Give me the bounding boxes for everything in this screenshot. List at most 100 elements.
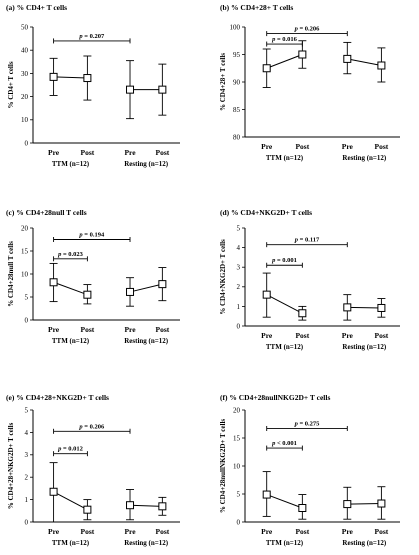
mean-marker [262, 290, 271, 299]
group-label: TTM (n=12) [52, 539, 90, 547]
y-tick-label: 90 [233, 78, 241, 86]
y-tick-label: 10 [233, 462, 241, 470]
series-line [266, 294, 303, 314]
x-tick-label: Post [375, 331, 389, 340]
y-tick-label: 4 [237, 244, 241, 252]
mean-marker [158, 280, 167, 289]
mean-marker [343, 54, 352, 63]
y-tick-label: 100 [230, 23, 241, 31]
x-tick-label: Pre [124, 527, 136, 536]
y-tick-label: 3 [237, 264, 241, 272]
mean-marker [49, 72, 58, 81]
chart-panel-c: (c) % CD4+28null T cells 0 5 10 15 20 % CD4+28… [6, 208, 180, 345]
x-tick-label: Post [295, 527, 309, 536]
mean-marker [377, 499, 386, 508]
y-axis-label: % CD4+28+NKG2D+ T cells [7, 422, 15, 509]
group-label: Resting (n=12) [342, 343, 387, 351]
mean-marker [83, 74, 92, 83]
y-tick-label: 0 [25, 316, 29, 324]
x-tick-label: Post [81, 527, 95, 536]
y-tick-label: 50 [21, 23, 29, 31]
mean-marker [298, 309, 307, 318]
x-tick-label: Pre [342, 527, 354, 536]
mean-marker [377, 61, 386, 70]
mean-marker [126, 287, 135, 296]
p-value-label: p = 0.206 [78, 423, 105, 430]
group-label: TTM (n=12) [52, 337, 90, 345]
y-tick-label: 10 [21, 116, 29, 124]
group-label: Resting (n=12) [124, 539, 169, 547]
y-tick-label: 20 [21, 224, 29, 232]
y-tick-label: 0 [25, 518, 29, 526]
p-value-label: p = 0.206 [294, 26, 321, 33]
group-label: Resting (n=12) [124, 160, 169, 168]
panel-title: (f) % CD4+28nullNKG2D+ T cells [220, 393, 330, 402]
series-line [347, 58, 382, 66]
y-axis-label: % CD4+NKG2D+ T cells [219, 239, 227, 315]
mean-marker [49, 487, 58, 496]
mean-marker [83, 505, 92, 514]
x-tick-label: Post [81, 148, 95, 157]
x-tick-label: Pre [124, 325, 136, 334]
x-tick-label: Pre [48, 148, 60, 157]
mean-marker [49, 278, 58, 287]
y-tick-label: 2 [237, 283, 241, 291]
mean-marker [262, 490, 271, 499]
mean-marker [158, 85, 167, 94]
x-tick-label: Pre [261, 331, 273, 340]
series-line [347, 503, 382, 505]
panel-title: (c) % CD4+28null T cells [6, 208, 87, 217]
y-axis-label: % CD4+28+ T cells [219, 53, 227, 111]
y-tick-label: 4 [25, 429, 29, 437]
chart-panel-a: (a) % CD4+ T cells 0 10 20 30 40 50 % CD4+ T ce… [6, 3, 180, 168]
group-label: Resting (n=12) [342, 154, 387, 162]
series-line [266, 54, 303, 69]
series-line [130, 504, 163, 507]
p-value-label: p < 0.001 [271, 440, 297, 447]
y-tick-label: 3 [25, 451, 29, 459]
x-tick-label: Post [81, 325, 95, 334]
y-axis-label: % CD4+ T cells [7, 61, 15, 108]
x-tick-label: Pre [48, 527, 60, 536]
y-tick-label: 5 [237, 224, 241, 232]
x-tick-label: Post [375, 142, 389, 151]
x-tick-label: Pre [342, 142, 354, 151]
mean-marker [262, 64, 271, 73]
mean-marker [158, 502, 167, 511]
y-tick-label: 15 [21, 247, 29, 255]
mean-marker [343, 500, 352, 509]
y-tick-label: 30 [21, 70, 29, 78]
chart-panel-f: (f) % CD4+28nullNKG2D+ T cells 0 5 10 15 20 % … [219, 393, 400, 547]
panel-title: (a) % CD4+ T cells [6, 3, 67, 12]
panel-title: (b) % CD4+28+ T cells [220, 3, 293, 12]
x-tick-label: Post [155, 148, 169, 157]
mean-marker [126, 85, 135, 94]
chart-panel-b: (b) % CD4+28+ T cells 80 85 90 95 100 % CD4+28… [219, 3, 400, 162]
x-tick-label: Post [295, 142, 309, 151]
group-label: Resting (n=12) [124, 337, 169, 345]
mean-marker [343, 303, 352, 312]
y-tick-label: 0 [25, 139, 29, 147]
y-tick-label: 10 [21, 270, 29, 278]
series-line [53, 281, 88, 296]
series-line [53, 491, 88, 511]
x-tick-label: Post [375, 527, 389, 536]
group-label: TTM (n=12) [266, 343, 304, 351]
series-line [53, 76, 88, 79]
x-tick-label: Pre [261, 527, 273, 536]
p-value-label: p = 0.001 [271, 257, 297, 264]
x-tick-label: Post [155, 527, 169, 536]
panel-title: (e) % CD4+28+NKG2D+ T cells [6, 393, 109, 402]
group-label: TTM (n=12) [52, 160, 90, 168]
x-tick-label: Pre [261, 142, 273, 151]
p-value-label: p = 0.194 [78, 232, 105, 239]
y-tick-label: 5 [25, 293, 29, 301]
p-value-label: p = 0.016 [271, 36, 298, 43]
y-tick-label: 1 [25, 496, 29, 504]
p-value-label: p = 0.207 [78, 33, 105, 40]
y-axis-label: % CD4+28nullNKG2D+ T cells [219, 419, 227, 514]
y-tick-label: 5 [25, 406, 29, 414]
y-tick-label: 0 [237, 518, 241, 526]
mean-marker [126, 501, 135, 510]
